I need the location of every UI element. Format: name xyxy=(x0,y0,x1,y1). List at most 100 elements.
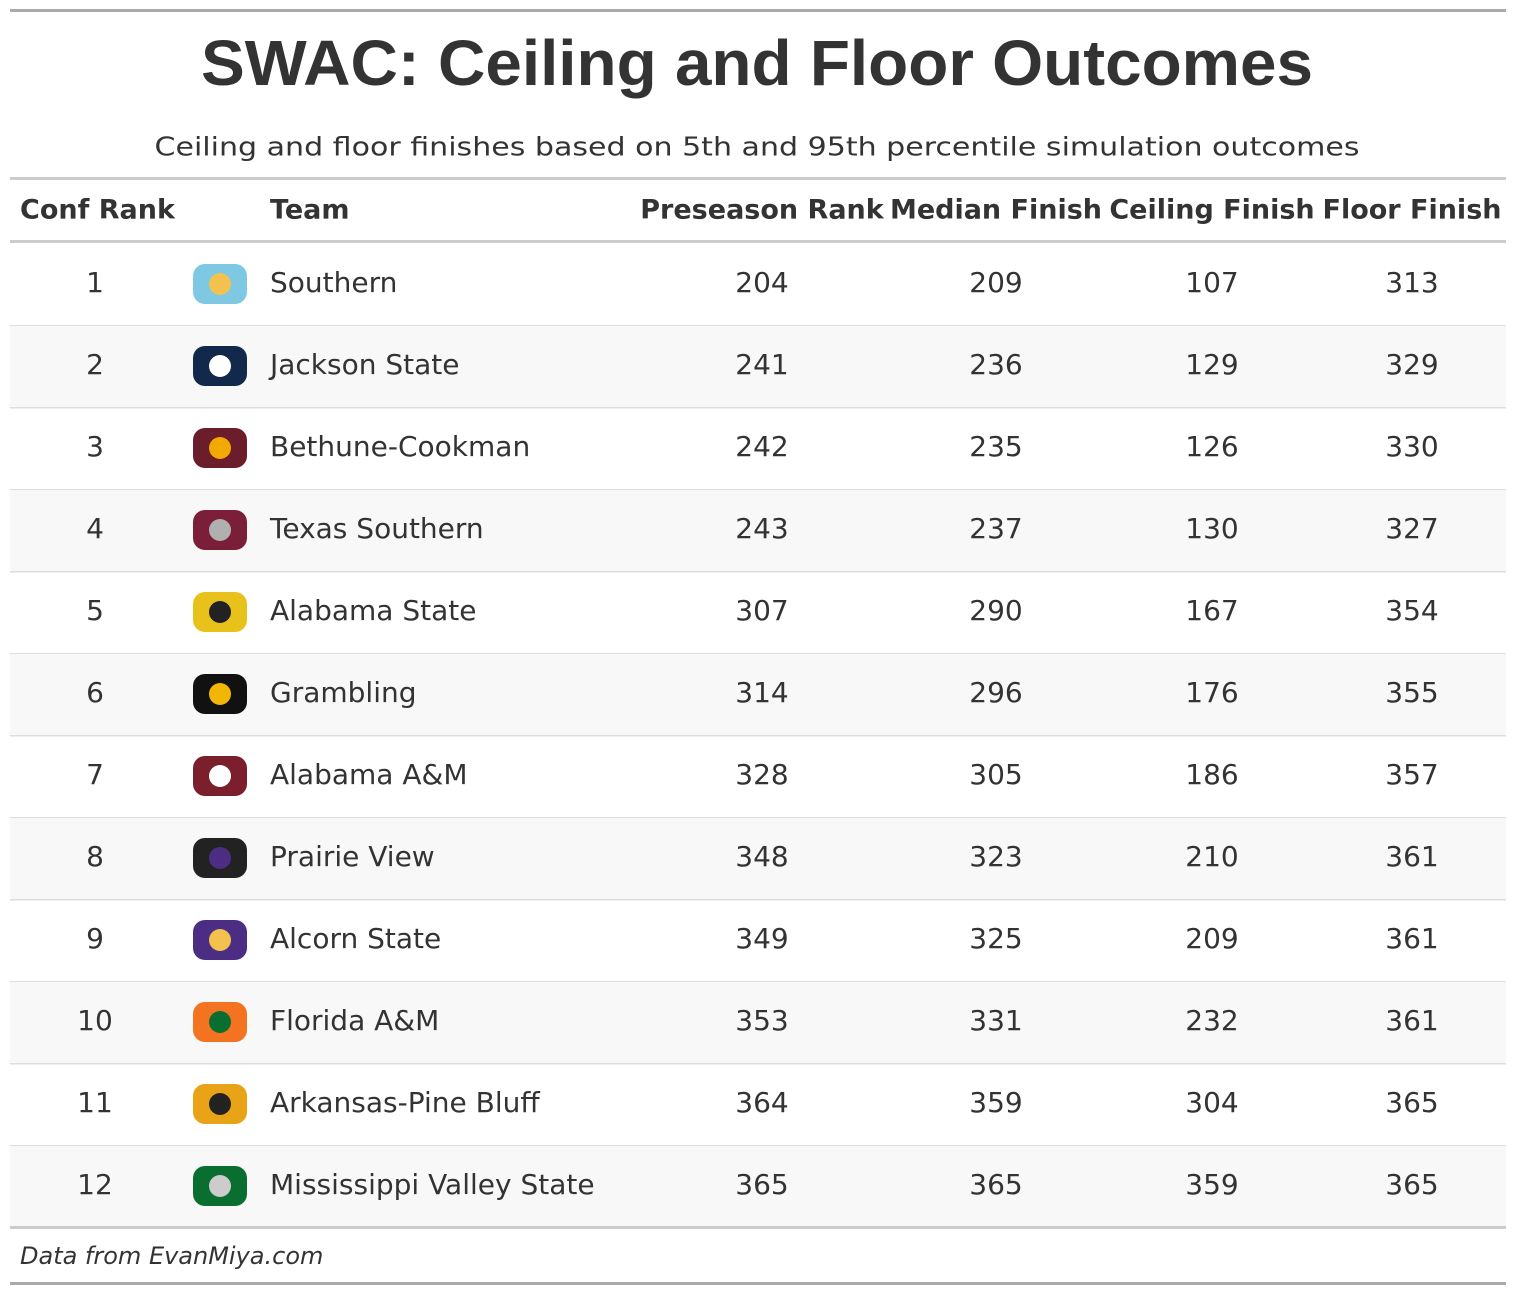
cell-value: 126 xyxy=(1185,430,1238,463)
team-logo-detail xyxy=(209,1093,231,1115)
cell-value: 209 xyxy=(969,266,1022,299)
title: SWAC: Ceiling and Floor Outcomes xyxy=(201,27,1313,99)
row-band xyxy=(10,490,1506,571)
team-logo-detail xyxy=(209,683,231,705)
team-name: Bethune-Cookman xyxy=(270,430,530,463)
cell-value: 5 xyxy=(86,594,104,627)
cell-value: 328 xyxy=(735,758,788,791)
cell-value: 327 xyxy=(1385,512,1438,545)
subtitle: Ceiling and floor finishes based on 5th … xyxy=(155,133,1360,163)
cell-value: 305 xyxy=(969,758,1022,791)
cell-value: 6 xyxy=(86,676,104,709)
row-band xyxy=(10,1146,1506,1227)
row-band xyxy=(10,654,1506,735)
cell-value: 176 xyxy=(1185,676,1238,709)
cell-value: 361 xyxy=(1385,840,1438,873)
team-name: Alabama A&M xyxy=(270,758,468,791)
header-rule xyxy=(10,177,1506,180)
cell-value: 349 xyxy=(735,922,788,955)
cell-value: 364 xyxy=(735,1086,788,1119)
cell-value: 314 xyxy=(735,676,788,709)
team-name: Arkansas-Pine Bluff xyxy=(270,1086,540,1119)
column-header: Median Finish xyxy=(890,195,1102,226)
row-rule xyxy=(10,1063,1506,1065)
team-name: Jackson State xyxy=(268,348,460,381)
bottom-rule xyxy=(10,1282,1506,1285)
row-rule xyxy=(10,407,1506,409)
cell-value: 304 xyxy=(1185,1086,1238,1119)
cell-value: 330 xyxy=(1385,430,1438,463)
cell-value: 296 xyxy=(969,676,1022,709)
cell-value: 209 xyxy=(1185,922,1238,955)
cell-value: 237 xyxy=(969,512,1022,545)
row-band xyxy=(10,326,1506,407)
team-name: Grambling xyxy=(270,676,417,709)
cell-value: 329 xyxy=(1385,348,1438,381)
row-rule xyxy=(10,981,1506,983)
cell-value: 323 xyxy=(969,840,1022,873)
cell-value: 359 xyxy=(969,1086,1022,1119)
cell-value: 365 xyxy=(1385,1086,1438,1119)
column-header: Ceiling Finish xyxy=(1109,195,1314,226)
table-bottom-rule xyxy=(10,1226,1506,1229)
cell-value: 186 xyxy=(1185,758,1238,791)
cell-value: 354 xyxy=(1385,594,1438,627)
team-name: Prairie View xyxy=(270,840,435,873)
team-logo-detail xyxy=(209,929,231,951)
cell-value: 11 xyxy=(77,1086,113,1119)
cell-value: 3 xyxy=(86,430,104,463)
cell-value: 361 xyxy=(1385,1004,1438,1037)
team-logo-detail xyxy=(209,765,231,787)
header-bottom-rule xyxy=(10,240,1506,243)
cell-value: 204 xyxy=(735,266,788,299)
cell-value: 210 xyxy=(1185,840,1238,873)
cell-value: 243 xyxy=(735,512,788,545)
cell-value: 365 xyxy=(735,1168,788,1201)
cell-value: 241 xyxy=(735,348,788,381)
team-logo-detail xyxy=(209,437,231,459)
cell-value: 331 xyxy=(969,1004,1022,1037)
row-rule xyxy=(10,653,1506,655)
cell-value: 107 xyxy=(1185,266,1238,299)
row-band xyxy=(10,982,1506,1063)
cell-value: 361 xyxy=(1385,922,1438,955)
row-rule xyxy=(10,489,1506,491)
cell-value: 167 xyxy=(1185,594,1238,627)
row-rule xyxy=(10,899,1506,901)
cell-value: 235 xyxy=(969,430,1022,463)
column-header: Floor Finish xyxy=(1323,195,1502,226)
row-rule xyxy=(10,571,1506,573)
cell-value: 359 xyxy=(1185,1168,1238,1201)
cell-value: 10 xyxy=(77,1004,113,1037)
row-rule xyxy=(10,817,1506,819)
column-header: Team xyxy=(270,195,350,226)
cell-value: 130 xyxy=(1185,512,1238,545)
cell-value: 4 xyxy=(86,512,104,545)
cell-value: 236 xyxy=(969,348,1022,381)
team-name: Alabama State xyxy=(270,594,476,627)
cell-value: 1 xyxy=(86,266,104,299)
cell-value: 365 xyxy=(969,1168,1022,1201)
cell-value: 129 xyxy=(1185,348,1238,381)
team-name: Southern xyxy=(270,266,397,299)
cell-value: 232 xyxy=(1185,1004,1238,1037)
cell-value: 348 xyxy=(735,840,788,873)
cell-value: 12 xyxy=(77,1168,113,1201)
column-header: Conf Rank xyxy=(20,195,176,226)
cell-value: 9 xyxy=(86,922,104,955)
cell-value: 357 xyxy=(1385,758,1438,791)
cell-value: 7 xyxy=(86,758,104,791)
row-rule xyxy=(10,1145,1506,1147)
source-note: Data from EvanMiya.com xyxy=(20,1242,323,1270)
team-logo-detail xyxy=(209,1175,231,1197)
team-name: Mississippi Valley State xyxy=(270,1168,595,1201)
cell-value: 242 xyxy=(735,430,788,463)
team-logo-detail xyxy=(209,847,231,869)
team-logo-detail xyxy=(209,519,231,541)
team-logo-detail xyxy=(209,355,231,377)
row-rule xyxy=(10,735,1506,737)
row-band xyxy=(10,818,1506,899)
cell-value: 290 xyxy=(969,594,1022,627)
cell-value: 2 xyxy=(86,348,104,381)
